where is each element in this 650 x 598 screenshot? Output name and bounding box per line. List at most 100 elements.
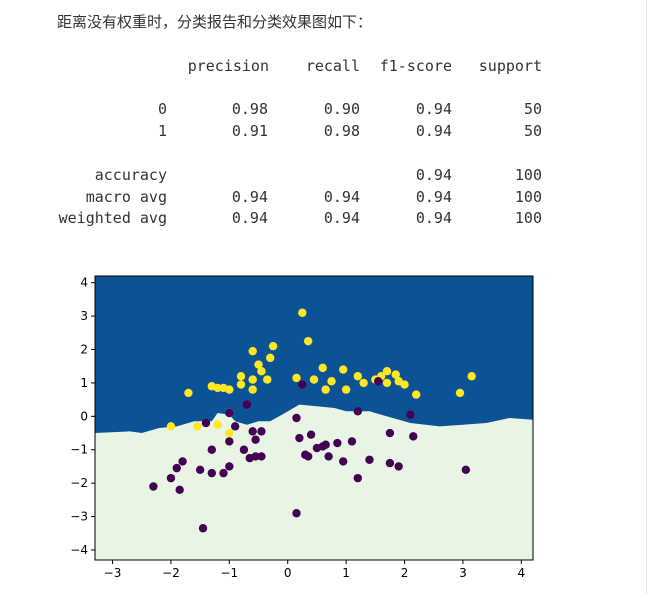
report-header-precision: precision <box>187 57 269 75</box>
plot-frame <box>94 275 534 561</box>
point-class-0 <box>324 452 333 461</box>
point-class-0 <box>461 465 471 474</box>
y-tick-label: 2 <box>80 343 88 357</box>
report-header-recall: recall <box>305 57 360 75</box>
report-row-recall: 0.98 <box>323 122 360 140</box>
point-class-0 <box>149 482 158 491</box>
point-class-1 <box>213 420 222 429</box>
y-tick-label: 0 <box>80 409 88 423</box>
report-header-support: support <box>478 57 542 75</box>
point-class-0 <box>207 468 216 478</box>
point-class-0 <box>230 422 240 431</box>
x-tick-label: 1 <box>342 566 350 580</box>
point-class-1 <box>327 377 336 386</box>
point-class-1 <box>318 363 327 373</box>
report-row-f1: 0.94 <box>415 209 452 227</box>
point-class-0 <box>292 413 301 423</box>
report-row-f1: 0.94 <box>415 188 452 206</box>
point-class-1 <box>303 336 313 346</box>
report-row-support: 50 <box>523 100 542 118</box>
y-tick-label: −2 <box>70 476 88 490</box>
point-class-1 <box>213 383 222 393</box>
report-row-precision: 0.94 <box>231 188 268 206</box>
report-row-label: 0 <box>157 100 167 118</box>
point-class-1 <box>455 388 465 398</box>
report-row-label: accuracy <box>94 166 167 184</box>
point-class-0 <box>394 462 403 471</box>
point-class-0 <box>347 437 357 446</box>
point-class-0 <box>225 408 234 418</box>
point-class-1 <box>184 388 193 398</box>
point-class-0 <box>225 462 234 471</box>
y-tick-label: −3 <box>70 510 88 524</box>
point-class-0 <box>248 427 257 436</box>
point-class-0 <box>306 430 316 439</box>
report-row-recall: 0.94 <box>323 188 360 206</box>
point-class-0 <box>374 377 383 386</box>
point-class-0 <box>172 463 181 473</box>
point-class-0 <box>207 445 216 454</box>
point-class-1 <box>266 353 275 363</box>
report-row-label: weighted avg <box>58 209 167 227</box>
x-tick-label: 4 <box>517 566 525 580</box>
point-class-0 <box>353 407 362 416</box>
report-row-f1: 0.94 <box>415 122 452 140</box>
x-tick-label: 3 <box>459 566 467 580</box>
point-class-0 <box>409 432 418 441</box>
point-class-1 <box>254 360 263 369</box>
point-class-0 <box>385 458 395 468</box>
y-tick-label: 3 <box>80 309 88 323</box>
point-class-0 <box>239 445 249 454</box>
classification-report: precision recall f1-score support 0 0.98… <box>0 0 600 240</box>
point-class-1 <box>467 372 476 381</box>
x-tick-label: −1 <box>220 566 238 580</box>
report-row-precision: 0.94 <box>231 209 268 227</box>
y-tick-label: −4 <box>70 543 88 557</box>
report-row-f1: 0.94 <box>415 166 452 184</box>
point-class-1 <box>353 372 362 381</box>
point-class-1 <box>298 308 307 317</box>
point-class-0 <box>318 442 327 451</box>
point-class-1 <box>263 375 272 384</box>
point-class-1 <box>292 373 301 383</box>
report-row-precision: 0.91 <box>231 122 268 140</box>
y-tick-label: 4 <box>80 276 88 290</box>
point-class-0 <box>219 468 228 478</box>
point-class-0 <box>198 524 208 533</box>
point-class-1 <box>359 378 368 388</box>
point-class-0 <box>195 465 205 474</box>
point-class-0 <box>303 452 313 461</box>
point-class-1 <box>225 428 234 438</box>
point-class-1 <box>248 375 257 384</box>
point-class-0 <box>245 453 254 463</box>
point-class-0 <box>225 437 234 446</box>
point-class-1 <box>412 390 421 399</box>
report-row-f1: 0.94 <box>415 100 452 118</box>
point-class-0 <box>257 427 266 436</box>
point-class-1 <box>219 383 228 393</box>
point-class-0 <box>175 485 184 495</box>
report-row-support: 100 <box>514 166 542 184</box>
point-class-1 <box>236 372 246 381</box>
point-class-1 <box>166 422 176 431</box>
point-class-0 <box>166 473 176 483</box>
report-row-support: 50 <box>523 122 542 140</box>
point-class-1 <box>309 375 319 384</box>
point-class-0 <box>178 457 187 466</box>
point-class-0 <box>201 418 211 428</box>
point-class-0 <box>406 410 415 419</box>
point-class-0 <box>251 435 260 444</box>
point-class-1 <box>257 367 266 376</box>
point-class-0 <box>339 457 348 466</box>
report-row-label: macro avg <box>85 188 167 206</box>
x-tick-label: −3 <box>104 566 122 580</box>
point-class-1 <box>248 346 257 356</box>
point-class-1 <box>248 385 257 394</box>
point-class-1 <box>391 370 400 379</box>
report-row-label: 1 <box>157 122 167 140</box>
report-row-precision: 0.98 <box>231 100 268 118</box>
point-class-0 <box>242 400 252 409</box>
point-class-0 <box>298 380 307 389</box>
report-row-support: 100 <box>514 188 542 206</box>
x-tick-label: −2 <box>162 566 180 580</box>
